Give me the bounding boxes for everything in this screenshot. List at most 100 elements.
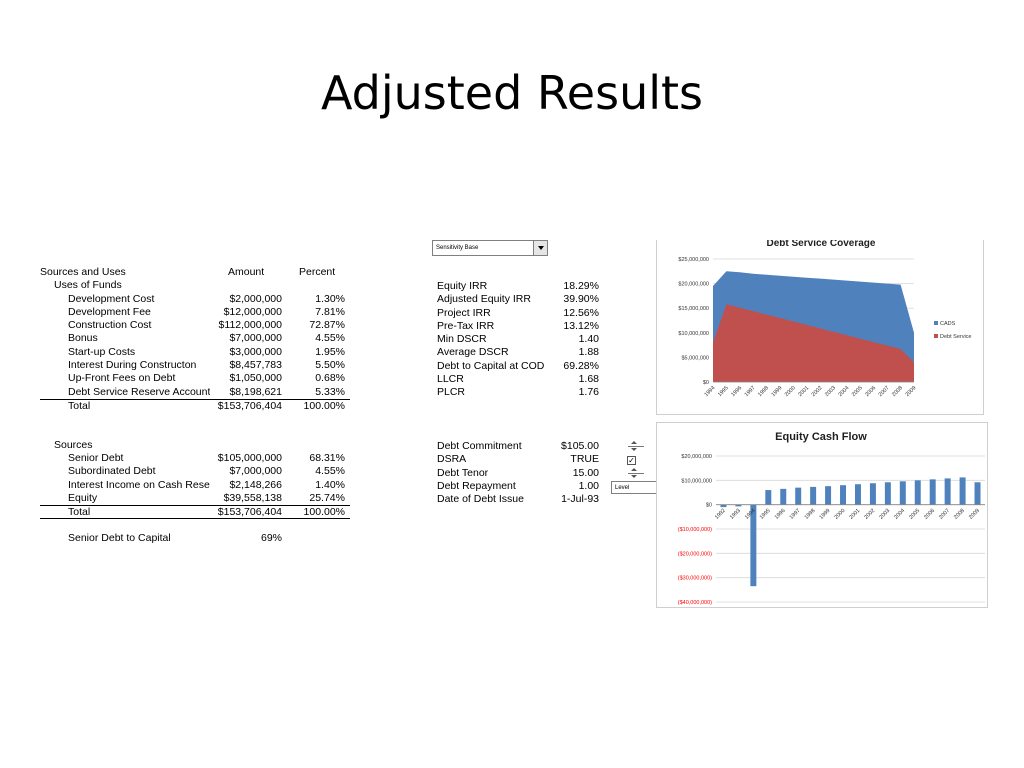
bar <box>869 483 876 505</box>
senior-debt-to-capital-label: Senior Debt to Capital <box>68 531 171 544</box>
repayment-type-value: Level <box>615 484 630 491</box>
uses-of-funds-label: Uses of Funds <box>54 279 122 292</box>
metric-value: 1.40 <box>578 333 599 346</box>
bar <box>750 504 757 587</box>
row-label: Interest Income on Cash Reserves <box>68 478 210 491</box>
row-amount: $1,050,000 <box>229 372 282 385</box>
senior-debt-to-capital-row: Senior Debt to Capital 69% <box>40 532 350 545</box>
table-row: Equity $39,558,138 25.74% <box>40 492 350 505</box>
bar <box>810 486 817 505</box>
x-tick-label: 2005 <box>851 385 864 398</box>
sources-uses-table: Sources and Uses Amount Percent Uses of … <box>40 266 350 545</box>
x-tick-label: 1996 <box>774 508 787 521</box>
row-label: Start-up Costs <box>68 345 136 358</box>
bar <box>899 481 906 505</box>
uses-total-label: Total <box>68 399 91 412</box>
bar <box>720 504 727 508</box>
metric-value: 39.90% <box>563 293 599 306</box>
bar <box>944 478 951 505</box>
debt-input-row: Date of Debt Issue 1-Jul-93 <box>437 493 602 506</box>
metric-label: LLCR <box>437 373 464 386</box>
x-tick-label: 2001 <box>848 508 861 521</box>
spin-down-icon[interactable] <box>631 475 637 478</box>
x-tick-label: 2006 <box>923 508 936 521</box>
x-tick-label: 1997 <box>789 508 802 521</box>
metric-row: PLCR 1.76 <box>437 386 602 399</box>
y-tick-label: $15,000,000 <box>678 306 709 312</box>
results-metrics: Equity IRR 18.29% Adjusted Equity IRR 39.90… <box>437 280 602 400</box>
x-tick-label: 2002 <box>863 508 876 521</box>
sources-header-row: Sources <box>40 439 350 452</box>
sensitivity-select[interactable]: Sensitivity Base <box>432 240 548 256</box>
table-header-row: Sources and Uses Amount Percent <box>40 266 350 279</box>
slide-title: Adjusted Results <box>320 66 703 120</box>
bar <box>884 482 891 505</box>
debt-input-label: Debt Tenor <box>437 466 489 479</box>
spin-down-icon[interactable] <box>631 448 637 451</box>
row-percent: 1.95% <box>315 345 345 358</box>
x-tick-label: 2003 <box>878 508 891 521</box>
metric-value: 12.56% <box>563 306 599 319</box>
row-amount: $12,000,000 <box>223 305 282 318</box>
metric-value: 1.88 <box>578 346 599 359</box>
debt-input-value: 15.00 <box>572 466 599 479</box>
x-tick-label: 2008 <box>891 385 904 398</box>
metric-label: Debt to Capital at COD <box>437 359 545 372</box>
table-row: Debt Service Reserve Account $8,198,621 5.… <box>40 386 350 399</box>
table-row: Start-up Costs $3,000,000 1.95% <box>40 346 350 359</box>
legend-entry: CADS <box>940 321 956 327</box>
row-label: Development Fee <box>68 305 151 318</box>
row-percent: 25.74% <box>309 492 345 505</box>
y-tick-label: $0 <box>703 380 709 386</box>
bar <box>929 479 936 505</box>
row-amount: $7,000,000 <box>229 465 282 478</box>
metric-label: Min DSCR <box>437 333 487 346</box>
debt-service-coverage-svg: Debt Service Coverage $25,000,000 $20,000,… <box>678 238 971 398</box>
debt-commitment-spinner[interactable] <box>628 441 644 451</box>
x-tick-label: 2008 <box>953 508 966 521</box>
chart-title: Debt Service Coverage <box>767 240 876 249</box>
x-tick-label: 1995 <box>759 508 772 521</box>
metric-row: LLCR 1.68 <box>437 373 602 386</box>
chart-title: Equity Cash Flow <box>775 431 867 443</box>
metric-value: 1.68 <box>578 373 599 386</box>
spin-up-icon[interactable] <box>631 441 637 444</box>
sources-total-percent: 100.00% <box>303 506 345 519</box>
metric-value: 1.76 <box>578 386 599 399</box>
uses-total-row: Total $153,706,404 100.00% <box>40 398 350 412</box>
sensitivity-select-button[interactable] <box>533 241 547 255</box>
x-tick-label: 2007 <box>938 508 951 521</box>
debt-tenor-spinner[interactable] <box>628 468 644 478</box>
x-tick-label: 2002 <box>811 385 824 398</box>
debt-service-coverage-chart: Debt Service Coverage $25,000,000 $20,000,… <box>656 238 984 415</box>
y-tick-label: ($40,000,000) <box>678 600 712 606</box>
debt-input-value: TRUE <box>570 453 599 466</box>
debt-input-value: 1.00 <box>578 479 599 492</box>
x-tick-label: 2006 <box>864 385 877 398</box>
y-tick-label: $20,000,000 <box>678 282 709 288</box>
y-tick-label: ($30,000,000) <box>678 576 712 582</box>
x-tick-label: 1995 <box>717 385 730 398</box>
debt-input-label: Debt Repayment <box>437 479 516 492</box>
x-tick-label: 2004 <box>893 508 906 521</box>
area-series-debt-service <box>713 304 914 382</box>
dsra-checkbox[interactable]: ✓ <box>627 456 636 465</box>
row-label: Construction Cost <box>68 319 152 332</box>
metric-label: Average DSCR <box>437 346 509 359</box>
row-percent: 68.31% <box>309 452 345 465</box>
debt-input-row: Debt Tenor 15.00 <box>437 467 602 480</box>
y-tick-label: ($20,000,000) <box>678 551 712 557</box>
row-percent: 5.50% <box>315 359 345 372</box>
metric-value: 69.28% <box>563 359 599 372</box>
row-label: Up-Front Fees on Debt <box>68 372 176 385</box>
row-label: Bonus <box>68 332 98 345</box>
y-tick-label: $0 <box>706 503 712 509</box>
x-tick-label: 1999 <box>819 508 832 521</box>
x-tick-label: 1996 <box>730 385 743 398</box>
spin-up-icon[interactable] <box>631 468 637 471</box>
x-tick-label: 1998 <box>757 385 770 398</box>
chevron-down-icon <box>537 246 544 250</box>
metric-label: Project IRR <box>437 306 491 319</box>
row-label: Debt Service Reserve Account <box>68 385 210 398</box>
table-row: Interest During Constructon $8,457,783 5.5… <box>40 359 350 372</box>
